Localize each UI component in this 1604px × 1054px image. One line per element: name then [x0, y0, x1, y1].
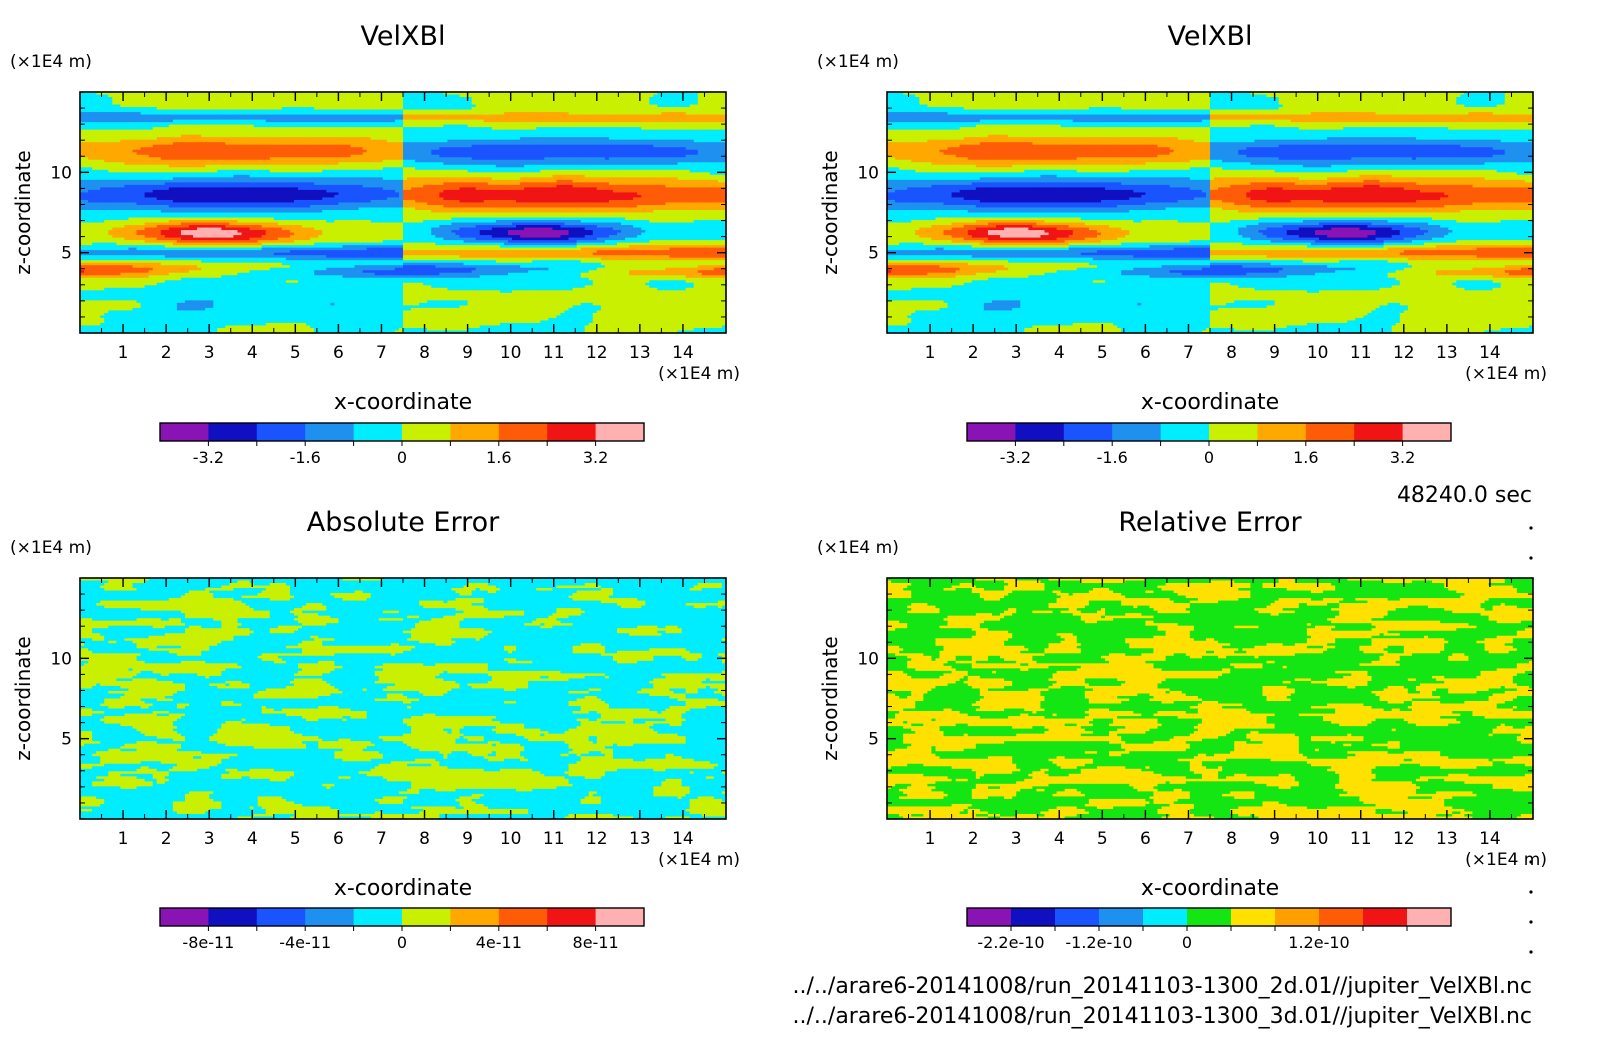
- chart-title: VelXBl: [360, 21, 445, 52]
- heatmap: [80, 92, 727, 334]
- y-unit-label: (×1E4 m): [10, 52, 92, 72]
- chart-panel: VelXBl(×1E4 m)1 2 3 4 5 6 7 8 9 10 11 12 13 14510(×1E…: [10, 21, 740, 467]
